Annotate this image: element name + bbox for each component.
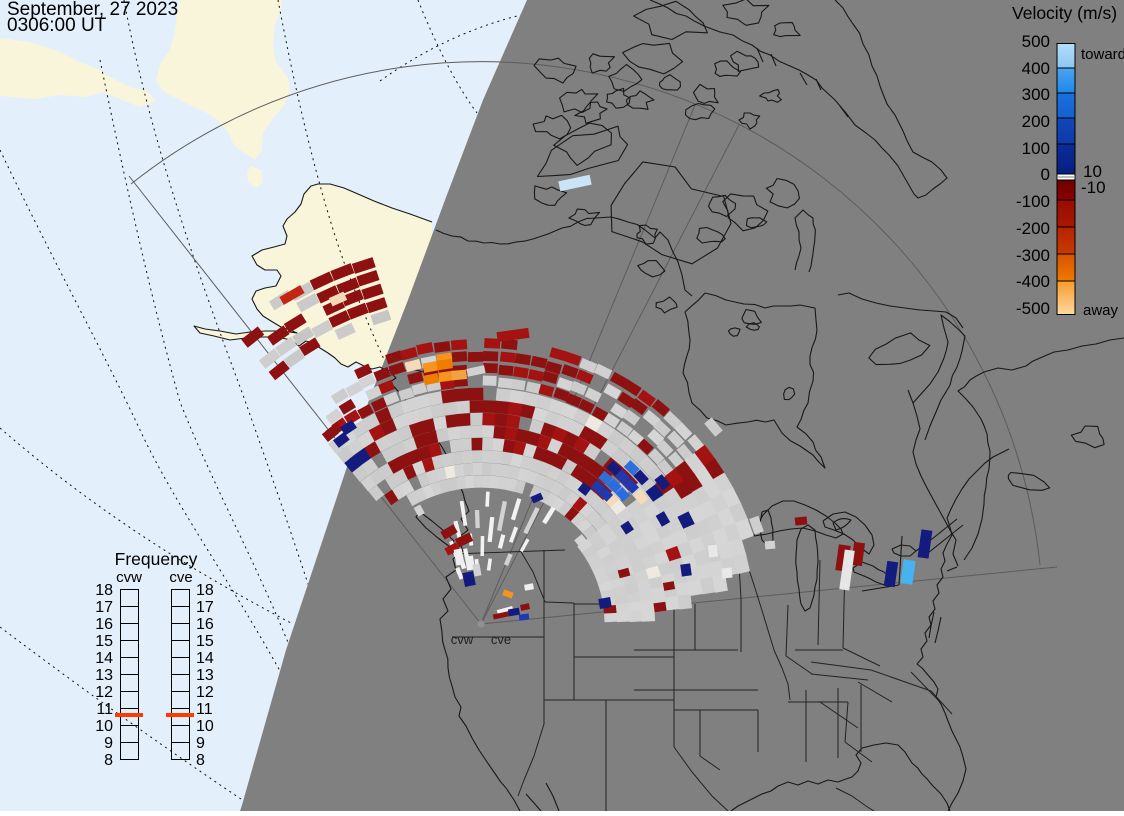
svg-text:-300: -300 (1016, 246, 1050, 265)
svg-text:16: 16 (95, 616, 113, 633)
svg-text:14: 14 (95, 650, 113, 667)
svg-text:12: 12 (196, 684, 214, 701)
svg-text:10: 10 (196, 718, 214, 735)
svg-text:100: 100 (1022, 139, 1050, 158)
svg-text:15: 15 (95, 633, 113, 650)
svg-text:9: 9 (196, 735, 205, 752)
svg-text:11: 11 (96, 701, 113, 718)
svg-text:15: 15 (196, 633, 214, 650)
svg-text:18: 18 (196, 582, 214, 599)
svg-text:cve: cve (169, 569, 192, 586)
svg-text:11: 11 (196, 701, 213, 718)
svg-text:400: 400 (1022, 59, 1050, 78)
svg-text:8: 8 (104, 752, 113, 769)
svg-text:13: 13 (196, 667, 214, 684)
svg-text:18: 18 (95, 582, 113, 599)
svg-text:cvw: cvw (451, 632, 474, 647)
svg-text:Frequency: Frequency (115, 549, 198, 569)
svg-text:-10: -10 (1081, 178, 1106, 197)
svg-text:14: 14 (196, 650, 214, 667)
svg-text:17: 17 (95, 599, 113, 616)
svg-text:-200: -200 (1016, 219, 1050, 238)
svg-text:cvw: cvw (116, 569, 142, 586)
svg-text:300: 300 (1022, 85, 1050, 104)
svg-text:0: 0 (1041, 165, 1050, 184)
svg-text:September, 27 2023: September, 27 2023 (7, 0, 178, 20)
svg-text:17: 17 (196, 599, 214, 616)
svg-text:8: 8 (196, 752, 205, 769)
svg-text:toward: toward (1081, 46, 1124, 63)
svg-text:Velocity (m/s): Velocity (m/s) (1012, 3, 1117, 23)
svg-text:10: 10 (95, 718, 113, 735)
svg-text:16: 16 (196, 616, 214, 633)
svg-text:10: 10 (1083, 162, 1102, 181)
svg-text:200: 200 (1022, 112, 1050, 131)
svg-text:0306:00 UT: 0306:00 UT (7, 15, 107, 36)
svg-text:12: 12 (95, 684, 113, 701)
svg-text:9: 9 (104, 735, 113, 752)
svg-text:500: 500 (1022, 32, 1050, 51)
svg-text:13: 13 (95, 667, 113, 684)
svg-text:-100: -100 (1016, 192, 1050, 211)
svg-text:cve: cve (491, 632, 511, 647)
svg-text:away: away (1083, 302, 1119, 319)
svg-text:-500: -500 (1016, 299, 1050, 318)
svg-text:-400: -400 (1016, 272, 1050, 291)
